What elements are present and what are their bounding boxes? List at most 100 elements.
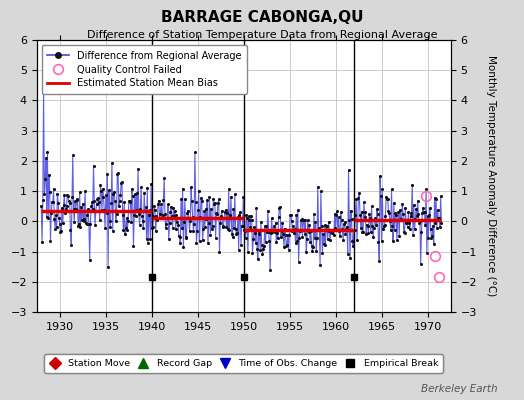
Point [153, 216, 161, 223]
Point [409, 232, 417, 238]
Point [214, 200, 222, 206]
Point [173, 218, 181, 225]
Point [382, 194, 390, 200]
Point [113, 171, 122, 177]
Point [227, 194, 235, 200]
Point [121, 231, 129, 237]
Point [364, 229, 373, 236]
Point [412, 206, 420, 212]
Point [260, 242, 268, 249]
Point [340, 221, 348, 227]
Point [147, 181, 155, 187]
Point [122, 215, 130, 221]
Point [260, 223, 269, 230]
Point [120, 199, 128, 205]
Point [249, 236, 257, 242]
Point [92, 208, 100, 214]
Point [403, 224, 412, 230]
Point [155, 197, 163, 204]
Point [128, 192, 137, 199]
Point [107, 200, 115, 206]
Point [217, 208, 226, 214]
Point [110, 189, 118, 195]
Point [386, 218, 394, 225]
Point [351, 212, 359, 218]
Point [59, 220, 67, 226]
Point [141, 204, 150, 210]
Point [392, 237, 401, 244]
Point [221, 209, 229, 216]
Point [156, 215, 164, 221]
Point [166, 209, 174, 216]
Point [402, 218, 411, 224]
Point [220, 215, 228, 221]
Point [434, 215, 443, 221]
Point [97, 188, 105, 194]
Point [397, 216, 405, 223]
Point [378, 186, 387, 192]
Point [191, 198, 200, 205]
Point [66, 200, 74, 206]
Point [65, 198, 73, 204]
Point [407, 212, 415, 219]
Point [361, 214, 369, 220]
Point [308, 248, 316, 254]
Point [54, 215, 63, 221]
Point [347, 216, 356, 222]
Point [140, 190, 148, 196]
Point [152, 213, 161, 219]
Point [278, 219, 287, 226]
Point [255, 228, 263, 235]
Point [145, 212, 153, 218]
Point [295, 235, 303, 242]
Point [302, 249, 310, 256]
Point [374, 239, 383, 245]
Point [219, 223, 227, 230]
Point [346, 208, 355, 214]
Point [241, 228, 249, 234]
Point [60, 191, 69, 198]
Point [432, 196, 440, 202]
Point [49, 199, 57, 205]
Point [256, 247, 265, 253]
Point [303, 236, 311, 242]
Point [174, 233, 183, 240]
Point [209, 195, 217, 202]
Point [211, 200, 219, 206]
Point [427, 234, 435, 241]
Point [235, 212, 244, 218]
Point [283, 242, 291, 248]
Point [297, 217, 305, 223]
Point [101, 225, 109, 231]
Point [390, 226, 399, 233]
Point [366, 214, 374, 221]
Point [328, 228, 336, 234]
Point [353, 236, 361, 243]
Point [122, 225, 130, 232]
Point [301, 217, 310, 223]
Point [189, 214, 197, 220]
Point [171, 208, 179, 214]
Point [200, 208, 209, 214]
Point [384, 196, 392, 202]
Point [318, 223, 326, 230]
Point [291, 240, 300, 246]
Point [410, 202, 418, 208]
Point [102, 192, 110, 198]
Point [204, 220, 213, 227]
Point [106, 224, 115, 230]
Point [239, 194, 247, 200]
Point [431, 220, 440, 227]
Point [194, 207, 202, 213]
Point [105, 187, 113, 194]
Point [252, 240, 260, 246]
Point [212, 210, 221, 216]
Point [254, 256, 262, 263]
Point [275, 204, 283, 211]
Point [89, 162, 97, 169]
Point [296, 228, 304, 234]
Point [156, 210, 165, 217]
Point [108, 160, 116, 166]
Point [237, 222, 246, 229]
Point [56, 221, 64, 227]
